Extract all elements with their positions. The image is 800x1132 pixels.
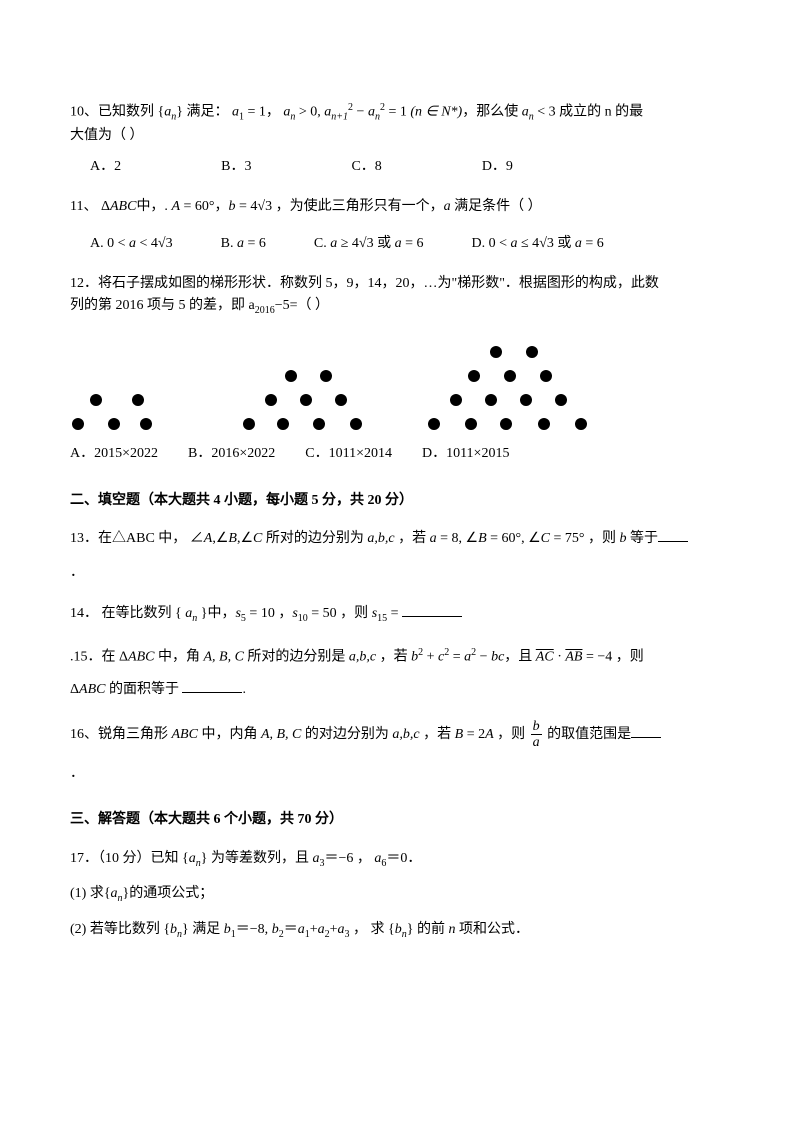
question-10: 10、已知数列 {an} 满足： a1 = 1， an > 0, an+12 −… — [70, 100, 730, 178]
question-15: .15．在 ΔABC 中，角 A, B, C 所对的边分别是 a,b,c ，若 … — [70, 645, 730, 701]
question-14: 14． 在等比数列 { an }中，s5 = 10 ，s10 = 50 ，则 s… — [70, 603, 730, 627]
figure-dot — [485, 394, 497, 406]
q11-option-d: D. 0 < a ≤ 4√3 或 a = 6 — [471, 233, 603, 255]
figure-dot — [500, 418, 512, 430]
q10-option-d: D．9 — [482, 156, 513, 178]
figure-dot — [520, 394, 532, 406]
figure-dot — [350, 418, 362, 430]
figure-dot — [132, 394, 144, 406]
figure-dot — [277, 418, 289, 430]
figure-dot — [108, 418, 120, 430]
figure-dot — [490, 346, 502, 358]
q12-option-c: C．1011×2014 — [305, 443, 392, 465]
figure-dot — [300, 394, 312, 406]
figure-dot — [320, 370, 332, 382]
q11-options: A. 0 < a < 4√3 B. a = 6 C. a ≥ 4√3 或 a =… — [70, 233, 730, 255]
figure-dot — [465, 418, 477, 430]
q12-options: A．2015×2022 B．2016×2022 C．1011×2014 D．10… — [70, 443, 730, 465]
figure-dot — [285, 370, 297, 382]
fraction-b-over-a: ba — [531, 719, 542, 751]
q17-line1: 17．（10 分）已知 {an} 为等差数列，且 a3＝−6 ， a6＝0． — [70, 848, 730, 872]
q10-option-c: C．8 — [351, 156, 381, 178]
figure-dot — [526, 346, 538, 358]
figure-dot — [468, 370, 480, 382]
q12-line1: 12．将石子摆成如图的梯形形状．称数列 5，9，14，20，…为"梯形数"．根据… — [70, 273, 730, 295]
trapezoid-figure — [70, 333, 730, 433]
section-3-title: 三、解答题（本大题共 6 个小题，共 70 分） — [70, 809, 730, 831]
q10-stem: 10、已知数列 {an} 满足： a1 = 1， an > 0, an+12 −… — [70, 100, 730, 125]
figure-dot — [504, 370, 516, 382]
figure-dot — [575, 418, 587, 430]
q10-option-a: A．2 — [90, 156, 121, 178]
q17-part1: (1) 求{an}的通项公式； — [70, 883, 730, 907]
q12-line2: 列的第 2016 项与 5 的差，即 a2016−5=（ ） — [70, 295, 730, 319]
q10-line2: 大值为（ ） — [70, 125, 730, 147]
blank-q15 — [182, 679, 242, 693]
figure-dot — [555, 394, 567, 406]
q12-option-b: B．2016×2022 — [188, 443, 275, 465]
q11-option-c: C. a ≥ 4√3 或 a = 6 — [314, 233, 424, 255]
figure-dot — [140, 418, 152, 430]
q11-option-b: B. a = 6 — [221, 233, 266, 255]
q12-option-a: A．2015×2022 — [70, 443, 158, 465]
figure-dot — [428, 418, 440, 430]
blank-q14 — [402, 603, 462, 617]
q11-option-a: A. 0 < a < 4√3 — [90, 233, 173, 255]
section-2-title: 二、填空题（本大题共 4 小题，每小题 5 分，共 20 分） — [70, 490, 730, 512]
q17-part2: (2) 若等比数列 {bn} 满足 b1＝−8, b2＝a1+a2+a3 ， 求… — [70, 919, 730, 943]
blank-q13 — [658, 528, 688, 542]
q10-options: A．2 B．3 C．8 D．9 — [70, 156, 730, 178]
question-11: 11、 ΔABC中，. A = 60°，b = 4√3 ，为使此三角形只有一个，… — [70, 196, 730, 255]
blank-q16 — [631, 724, 661, 738]
question-17: 17．（10 分）已知 {an} 为等差数列，且 a3＝−6 ， a6＝0． (… — [70, 848, 730, 943]
figure-dot — [90, 394, 102, 406]
figure-dot — [335, 394, 347, 406]
q12-option-d: D．1011×2015 — [422, 443, 510, 465]
figure-dot — [72, 418, 84, 430]
figure-dot — [243, 418, 255, 430]
question-12: 12．将石子摆成如图的梯形形状．称数列 5，9，14，20，…为"梯形数"．根据… — [70, 273, 730, 466]
figure-dot — [540, 370, 552, 382]
question-13: 13．在△ABC 中， ∠A,∠B,∠C 所对的边分别为 a,b,c ，若 a … — [70, 528, 730, 585]
figure-dot — [313, 418, 325, 430]
figure-dot — [538, 418, 550, 430]
figure-dot — [265, 394, 277, 406]
q11-stem: 11、 ΔABC中，. A = 60°，b = 4√3 ，为使此三角形只有一个，… — [70, 196, 730, 218]
q10-option-b: B．3 — [221, 156, 251, 178]
question-16: 16、锐角三角形 ABC 中，内角 A, B, C 的对边分别为 a,b,c ，… — [70, 719, 730, 785]
figure-dot — [450, 394, 462, 406]
